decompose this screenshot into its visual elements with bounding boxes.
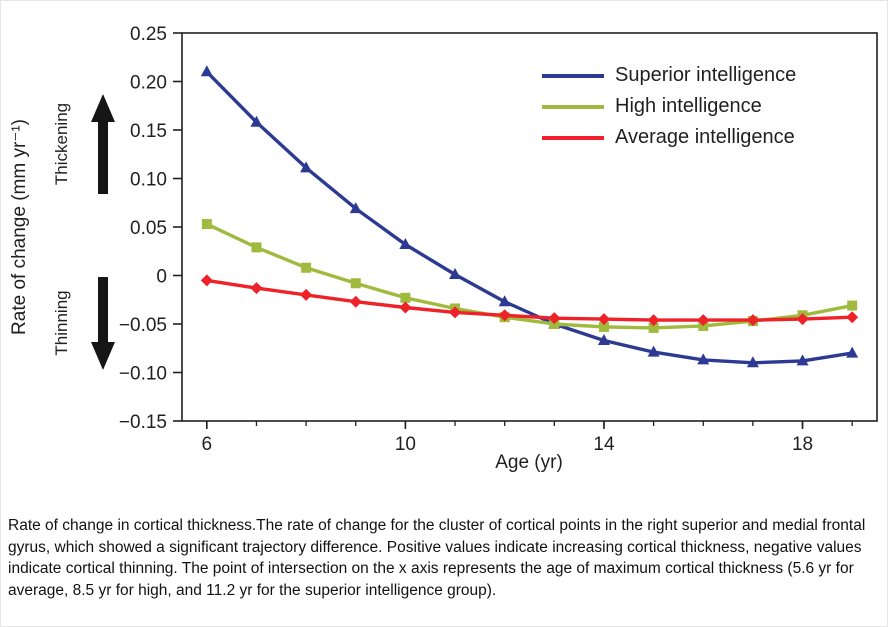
svg-text:6: 6 bbox=[202, 434, 213, 455]
legend-item-high: High intelligence bbox=[542, 95, 796, 118]
svg-text:0.10: 0.10 bbox=[130, 170, 167, 191]
thickening-label: Thickening bbox=[52, 103, 71, 185]
svg-text:10: 10 bbox=[395, 434, 416, 455]
thinning-down-arrow-icon bbox=[91, 277, 115, 370]
svg-text:0: 0 bbox=[156, 267, 167, 288]
rate-of-change-chart: 0.25 0.20 0.15 0.10 0.05 0 −0.05 −0.10 −0.15 6 10 1… bbox=[9, 24, 878, 473]
legend-item-superior: Superior intelligence bbox=[542, 64, 796, 87]
x-axis-title: Age (yr) bbox=[495, 452, 563, 473]
svg-text:0.15: 0.15 bbox=[130, 121, 167, 142]
thickening-up-arrow-icon bbox=[91, 94, 115, 194]
high-line-swatch bbox=[542, 104, 604, 109]
svg-text:14: 14 bbox=[593, 434, 615, 455]
svg-text:0.20: 0.20 bbox=[130, 73, 167, 94]
figure-caption: Rate of change in cortical thickness.The… bbox=[8, 517, 866, 599]
chart-legend: Superior intelligence High intelligence … bbox=[542, 64, 796, 149]
legend-label-average: Average intelligence bbox=[615, 126, 795, 148]
plot-area: 0.25 0.20 0.15 0.10 0.05 0 −0.05 −0.10 −0.15 6 10 1… bbox=[119, 24, 878, 455]
average-line-swatch bbox=[542, 135, 604, 140]
legend-label-high: High intelligence bbox=[615, 95, 762, 117]
superior-line-swatch bbox=[542, 73, 604, 78]
svg-text:18: 18 bbox=[792, 434, 813, 455]
svg-text:−0.10: −0.10 bbox=[119, 364, 167, 385]
y-axis-title: Rate of change (mm yr⁻¹) bbox=[9, 119, 30, 335]
svg-text:0.25: 0.25 bbox=[130, 24, 167, 45]
legend-label-superior: Superior intelligence bbox=[615, 64, 797, 86]
svg-text:−0.15: −0.15 bbox=[119, 412, 167, 433]
svg-text:0.05: 0.05 bbox=[130, 218, 167, 239]
svg-text:−0.05: −0.05 bbox=[119, 315, 167, 336]
thinning-label: Thinning bbox=[52, 290, 71, 355]
legend-item-average: Average intelligence bbox=[542, 126, 796, 149]
